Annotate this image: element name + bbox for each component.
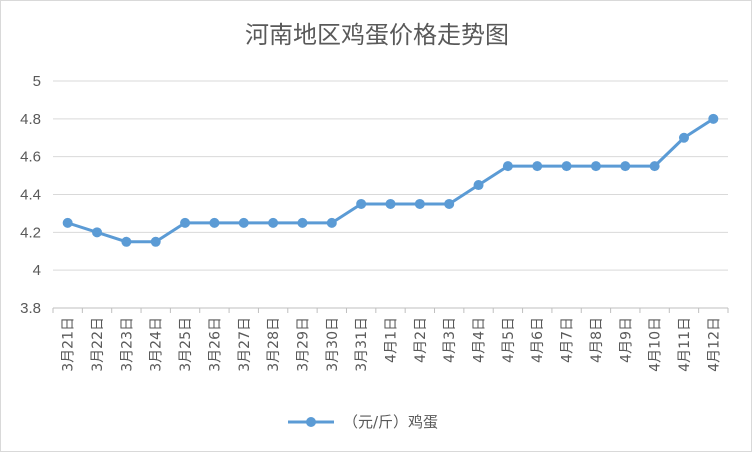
y-tick-label: 4.2 xyxy=(20,224,41,241)
series-line xyxy=(67,117,715,244)
x-tick-label: 3月22日 xyxy=(90,317,106,372)
x-tick-label: 4月9日 xyxy=(618,317,634,363)
x-tick-label: 3月29日 xyxy=(295,317,311,372)
data-point xyxy=(209,217,220,228)
data-point xyxy=(268,217,279,228)
x-tick-label: 3月24日 xyxy=(149,317,165,372)
x-tick-label: 4月7日 xyxy=(560,317,576,363)
x-tick-label: 3月28日 xyxy=(266,317,282,372)
x-tick-label: 4月10日 xyxy=(648,317,664,372)
x-tick-label: 3月31日 xyxy=(354,317,370,372)
data-point xyxy=(444,198,455,209)
data-point xyxy=(590,161,601,172)
data-point xyxy=(708,113,719,124)
data-point xyxy=(238,217,249,228)
x-tick-label: 4月3日 xyxy=(442,317,458,363)
legend-label: （元/斤）鸡蛋 xyxy=(343,413,438,431)
data-point xyxy=(150,236,161,247)
data-point xyxy=(620,161,631,172)
data-point xyxy=(473,180,484,191)
x-tick-label: 4月2日 xyxy=(413,317,429,363)
data-point xyxy=(92,227,103,238)
y-tick-label: 4.4 xyxy=(20,187,41,204)
legend-point-marker xyxy=(306,417,316,427)
y-axis-ticks: 3.8 4 4.2 4.4 4.6 4.8 5 xyxy=(20,73,41,317)
data-point xyxy=(326,217,337,228)
x-tick-label: 4月4日 xyxy=(472,317,488,363)
x-tick-label: 3月23日 xyxy=(119,317,135,372)
data-point xyxy=(502,161,513,172)
x-tick-label: 3月30日 xyxy=(325,317,341,372)
data-point xyxy=(180,217,191,228)
x-tick-label: 4月12日 xyxy=(706,317,722,372)
y-tick-label: 4.8 xyxy=(20,111,41,128)
data-point xyxy=(121,236,132,247)
legend: （元/斤）鸡蛋 xyxy=(288,413,438,431)
x-tick-label: 4月5日 xyxy=(501,317,517,363)
gridlines xyxy=(52,80,729,313)
data-point xyxy=(678,132,689,143)
series-layer xyxy=(62,113,719,247)
chart-title: 河南地区鸡蛋价格走势图 xyxy=(245,21,509,49)
x-tick-label: 3月21日 xyxy=(61,317,77,372)
data-point xyxy=(297,217,308,228)
x-tick-label: 4月8日 xyxy=(589,317,605,363)
x-tick-label: 3月26日 xyxy=(207,317,223,372)
data-point xyxy=(385,198,396,209)
y-tick-label: 3.8 xyxy=(20,300,41,317)
data-point xyxy=(561,161,572,172)
x-tick-label: 3月27日 xyxy=(237,317,253,372)
data-point xyxy=(62,217,73,228)
y-tick-label: 4 xyxy=(33,262,41,279)
data-point xyxy=(649,161,660,172)
x-axis-ticks: 3月21日 3月22日 3月23日 3月24日 3月25日 3月26日 3月27日 3月28日… xyxy=(61,317,723,372)
x-tick-label: 4月11日 xyxy=(677,317,693,372)
data-point xyxy=(532,161,543,172)
data-point xyxy=(414,198,425,209)
x-tick-label: 3月25日 xyxy=(178,317,194,372)
y-tick-label: 4.6 xyxy=(20,149,41,166)
data-point xyxy=(356,198,367,209)
x-tick-label: 4月1日 xyxy=(384,317,400,363)
x-tick-label: 4月6日 xyxy=(530,317,546,363)
y-tick-label: 5 xyxy=(33,73,41,90)
